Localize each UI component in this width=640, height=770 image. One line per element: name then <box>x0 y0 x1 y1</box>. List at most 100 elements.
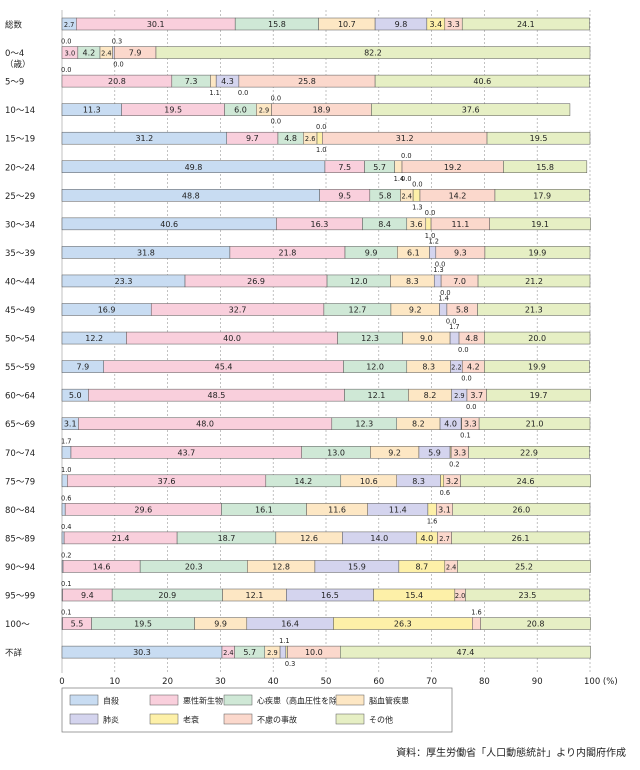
data-label: 15.4 <box>405 591 423 600</box>
legend-label: 悪性新生物 <box>183 696 223 706</box>
data-label: 19.1 <box>531 220 549 229</box>
bar-segment <box>489 217 591 231</box>
data-label: 12.2 <box>85 334 103 343</box>
data-label: 0.4 <box>61 523 72 531</box>
data-label: 14.0 <box>370 534 388 543</box>
data-label: 9.8 <box>395 20 408 29</box>
data-label: 0.1 <box>61 609 72 617</box>
data-label: 3.7 <box>470 391 483 400</box>
data-label: 5.8 <box>379 191 392 200</box>
data-label: 15.8 <box>536 163 554 172</box>
data-label: 3.1 <box>438 505 451 514</box>
data-label: 19.5 <box>164 106 182 115</box>
data-label: 1.7 <box>449 323 460 331</box>
data-label: 0.0 <box>412 180 423 188</box>
data-label: 0.0 <box>61 66 72 74</box>
legend-label: その他 <box>369 715 393 725</box>
data-label: 16.1 <box>255 505 273 514</box>
data-label: 29.6 <box>134 505 152 514</box>
category-label: 60～64 <box>5 392 35 402</box>
bar-segment <box>61 446 72 459</box>
data-label: 48.5 <box>208 391 226 400</box>
data-label: 9.2 <box>409 306 422 315</box>
data-label: 20.9 <box>158 591 176 600</box>
legend-label: 脳血管疾患 <box>369 696 409 706</box>
category-label: 75～79 <box>5 477 35 487</box>
data-label: 26.1 <box>512 534 530 543</box>
bar-segment <box>210 74 217 88</box>
data-label: 37.6 <box>158 477 176 486</box>
data-label: 8.3 <box>406 277 419 286</box>
data-label: 12.1 <box>246 591 264 600</box>
source-note: 資料：厚生労働省「人口動態統計」より内閣府作成 <box>396 748 626 759</box>
data-label: 12.0 <box>350 277 368 286</box>
data-label: 0.2 <box>61 551 72 559</box>
category-label: 50～54 <box>5 335 35 345</box>
category-label: （歳） <box>5 59 31 70</box>
legend <box>61 687 453 733</box>
data-label: 9.5 <box>338 191 351 200</box>
tick-label: 30 <box>215 677 226 687</box>
data-label: 5.5 <box>71 620 84 629</box>
data-label: 7.3 <box>185 77 198 86</box>
data-label: 48.8 <box>182 191 200 200</box>
legend-label: 老衰 <box>183 715 199 725</box>
data-label: 12.0 <box>366 363 384 372</box>
data-label: 9.9 <box>214 620 227 629</box>
tick-label: 90 <box>532 677 543 687</box>
tick-label: 60 <box>373 677 384 687</box>
data-label: 1.7 <box>61 437 72 445</box>
data-label: 3.6 <box>410 220 423 229</box>
data-label: 13.0 <box>327 448 345 457</box>
bar-segment <box>494 189 590 202</box>
bar-segment <box>486 388 591 402</box>
data-label: 1.6 <box>471 609 482 617</box>
data-label: 2.4 <box>402 192 413 200</box>
data-label: 11.6 <box>328 505 346 514</box>
data-label: 25.2 <box>515 562 533 571</box>
data-label: 43.7 <box>177 448 195 457</box>
category-label: 総数 <box>5 20 23 31</box>
data-label: 48.0 <box>196 420 214 429</box>
data-label: 12.7 <box>349 306 367 315</box>
data-label: 19.5 <box>530 134 548 143</box>
data-label: 9.4 <box>81 591 94 600</box>
data-label: 5.9 <box>428 448 441 457</box>
data-label: 21.3 <box>525 306 543 315</box>
data-label: 4.2 <box>83 49 96 58</box>
bar-segment <box>478 417 591 430</box>
data-label: 2.9 <box>259 107 270 115</box>
bar-segment <box>394 160 403 173</box>
data-label: 5.7 <box>243 648 256 657</box>
data-label: 0.6 <box>61 494 72 502</box>
data-label: 37.6 <box>462 106 480 115</box>
tick-label: 10 <box>109 677 120 687</box>
data-label: 0.0 <box>466 403 477 411</box>
data-label: 30.3 <box>133 648 151 657</box>
data-label: 3.0 <box>65 50 76 58</box>
tick-label: 80 <box>479 677 490 687</box>
data-label: 0.0 <box>461 375 472 383</box>
data-label: 0.0 <box>401 152 412 160</box>
data-label: 31.2 <box>396 134 414 143</box>
category-label: 20～24 <box>5 163 35 173</box>
data-label: 0.0 <box>61 38 72 46</box>
data-label: 16.9 <box>98 306 116 315</box>
legend-swatch <box>149 713 179 725</box>
data-label: 9.0 <box>420 334 433 343</box>
data-label: 4.3 <box>221 77 234 86</box>
data-label: 19.5 <box>134 620 152 629</box>
data-label: 16.5 <box>321 591 339 600</box>
data-label: 20.3 <box>185 562 203 571</box>
bar-segment <box>480 617 591 630</box>
data-label: 12.8 <box>272 562 290 571</box>
category-label: 不詳 <box>5 648 23 659</box>
data-label: 3.4 <box>429 20 442 29</box>
data-label: 1.2 <box>428 237 439 245</box>
category-label: 70～74 <box>5 449 35 459</box>
bar-segment <box>460 474 591 488</box>
data-label: 47.4 <box>456 648 474 657</box>
tick-label: 40 <box>268 677 279 687</box>
data-label: 2.7 <box>439 535 450 543</box>
